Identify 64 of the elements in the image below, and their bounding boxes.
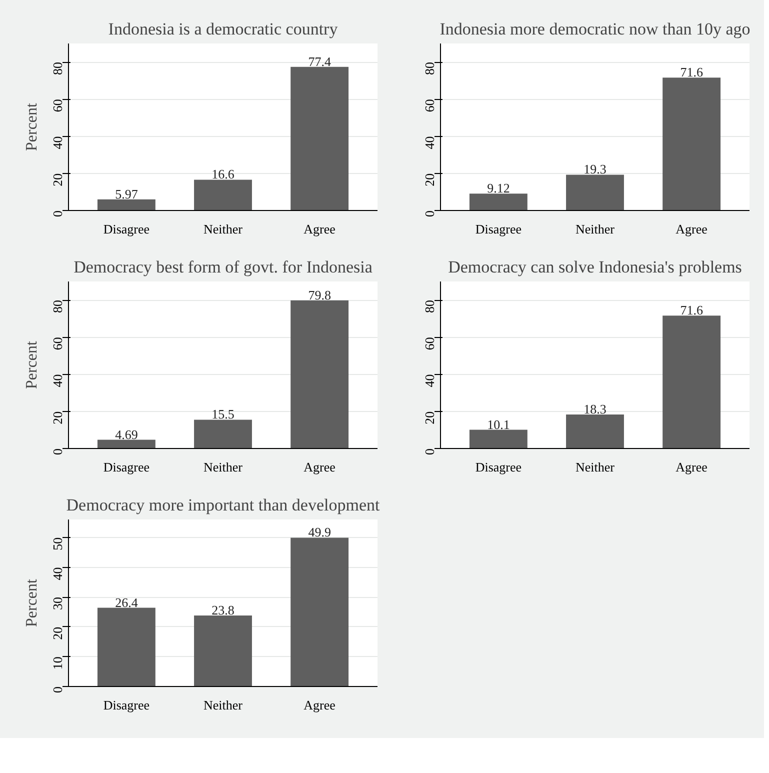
y-axis-title: Percent: [24, 102, 40, 151]
data-label: 71.6: [680, 64, 704, 80]
x-tick-label: Disagree: [103, 222, 150, 236]
y-tick-label: 40: [422, 136, 437, 150]
y-tick-label: 0: [50, 448, 65, 455]
x-tick-label: Disagree: [103, 460, 150, 474]
data-label: 18.3: [584, 402, 606, 417]
data-label: 23.8: [212, 602, 234, 618]
chart-title: Democracy more important than development: [66, 496, 380, 514]
y-axis-title: Percent: [24, 578, 40, 627]
y-tick-label: 0: [422, 210, 437, 217]
y-tick-label: 60: [422, 337, 437, 350]
data-label: 4.69: [115, 426, 138, 442]
y-tick-label: 60: [422, 99, 437, 112]
x-tick-label: Disagree: [103, 698, 150, 712]
y-tick-label: 30: [50, 597, 65, 610]
y-tick-label: 0: [422, 448, 437, 455]
y-tick-label: 20: [422, 173, 437, 186]
y-tick-label: 60: [50, 99, 65, 112]
y-tick-label: 20: [50, 173, 65, 186]
data-label: 26.4: [115, 594, 138, 610]
y-tick-label: 60: [50, 337, 65, 350]
chart-title: Democracy can solve Indonesia's problems: [448, 258, 742, 276]
y-tick-label: 0: [50, 686, 65, 693]
data-label: 71.6: [680, 302, 704, 318]
x-tick-label: Agree: [304, 698, 336, 712]
y-tick-label: 10: [50, 656, 65, 670]
y-tick-label: 20: [50, 411, 65, 424]
x-tick-label: Agree: [676, 460, 708, 474]
x-tick-label: Disagree: [475, 222, 522, 236]
data-label: 5.97: [115, 186, 138, 202]
x-tick-label: Agree: [304, 222, 336, 236]
y-axis-title: Percent: [24, 340, 40, 389]
chart-title: Indonesia more democratic now than 10y ago: [440, 20, 750, 38]
y-tick-label: 80: [422, 300, 437, 314]
y-tick-label: 80: [422, 62, 437, 76]
chart-title: Indonesia is a democratic country: [108, 20, 338, 38]
x-tick-label: Neither: [576, 460, 616, 474]
y-tick-label: 80: [50, 62, 65, 76]
x-tick-label: Neither: [204, 222, 244, 236]
x-tick-label: Disagree: [475, 460, 522, 474]
x-tick-label: Agree: [676, 222, 708, 236]
data-label: 79.8: [308, 287, 331, 302]
y-tick-label: 50: [50, 537, 65, 550]
data-label: 9.12: [487, 180, 510, 196]
x-tick-label: Neither: [204, 698, 244, 712]
y-tick-label: 40: [422, 374, 437, 388]
y-tick-label: 80: [50, 300, 65, 314]
x-tick-label: Neither: [576, 222, 616, 236]
chart-title: Democracy best form of govt. for Indonesia: [74, 258, 373, 276]
y-tick-label: 20: [422, 411, 437, 424]
x-tick-label: Agree: [304, 460, 336, 474]
data-label: 49.9: [308, 524, 331, 540]
y-tick-label: 40: [50, 374, 65, 388]
y-tick-label: 40: [50, 567, 65, 580]
y-tick-label: 0: [50, 210, 65, 217]
data-label: 15.5: [212, 406, 234, 422]
data-label: 16.6: [212, 166, 235, 182]
y-tick-label: 40: [50, 136, 65, 150]
data-label: 77.4: [308, 54, 332, 69]
data-label: 10.1: [487, 416, 510, 432]
y-tick-label: 20: [50, 626, 65, 640]
data-label: 19.3: [584, 162, 606, 177]
x-tick-label: Neither: [204, 460, 244, 474]
